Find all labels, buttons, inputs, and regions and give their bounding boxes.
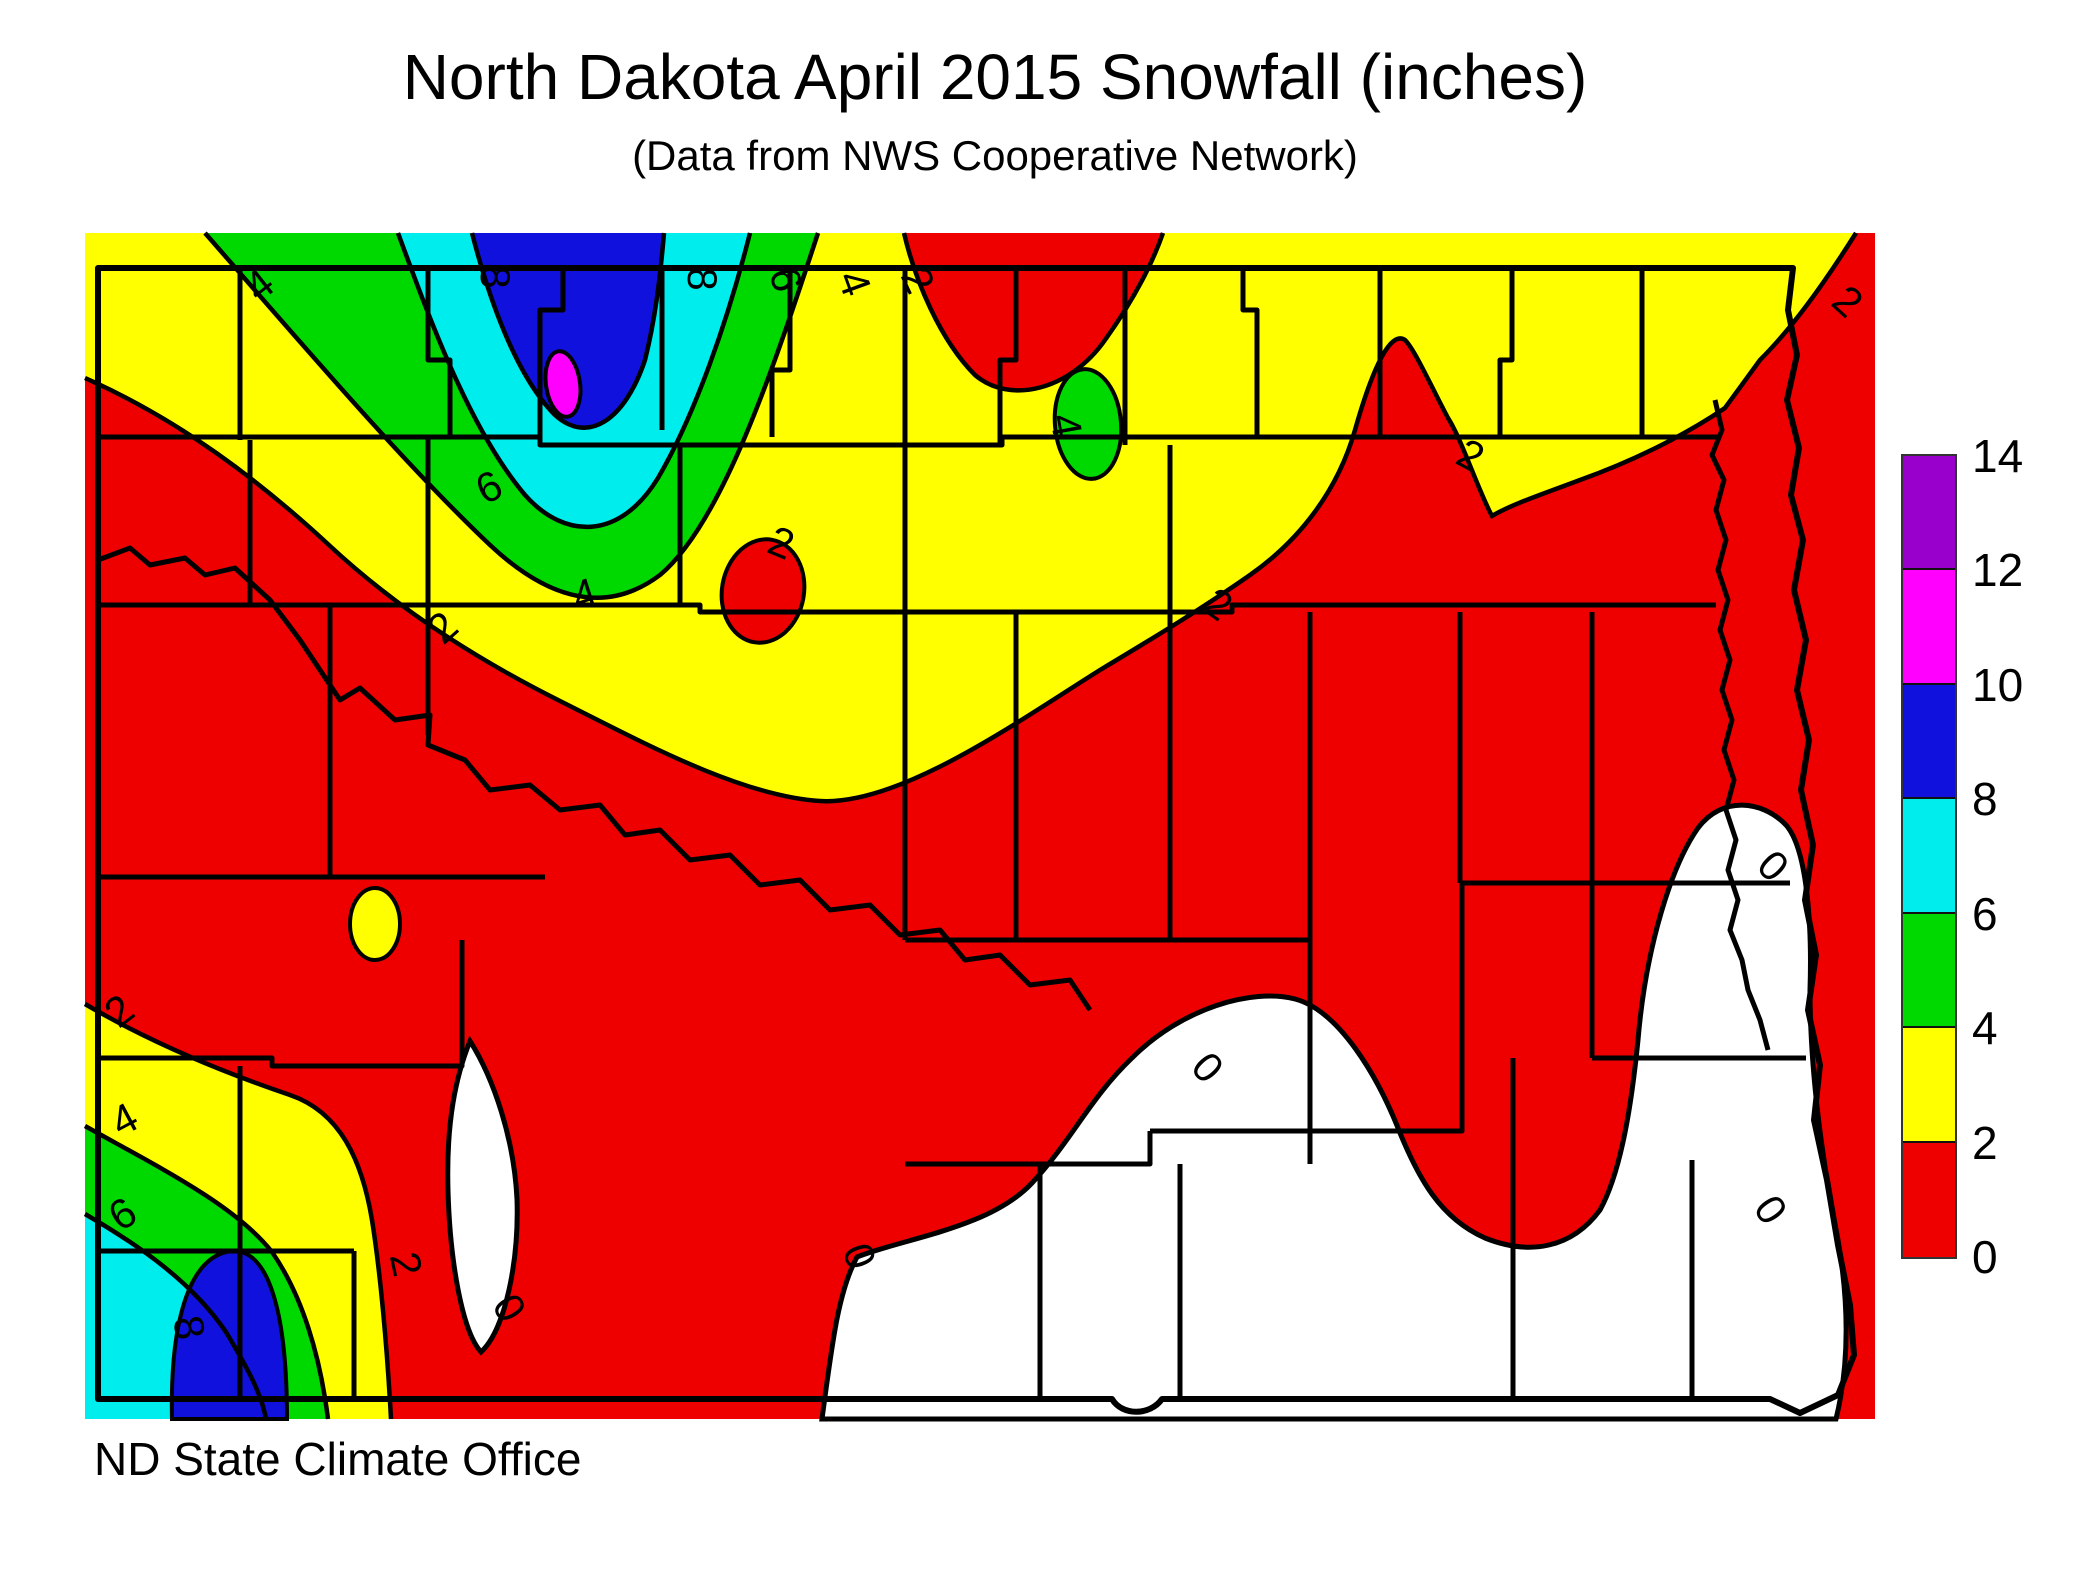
colorbar-tick-8: 8 <box>1972 773 1998 826</box>
colorbar-segment-blue <box>1903 684 1955 800</box>
state-border <box>95 265 1857 1416</box>
county-boundaries <box>95 265 1857 1416</box>
contour-2-top-blob <box>901 232 1166 393</box>
page-subtitle: (Data from NWS Cooperative Network) <box>632 132 1358 179</box>
river-boundary-east <box>1709 399 1771 1051</box>
credit-text: ND State Climate Office <box>94 1433 582 1485</box>
zero-snow-strip <box>445 1035 520 1356</box>
colorbar-segment-green <box>1903 913 1955 1029</box>
colorbar-segment-yellow <box>1903 1028 1955 1143</box>
page-title: North Dakota April 2015 Snowfall (inches… <box>402 41 1588 113</box>
colorbar-segment-purple <box>1903 456 1955 571</box>
contour-label-8: 8 <box>472 265 519 288</box>
colorbar-tick-12: 12 <box>1972 544 2024 597</box>
contour-2-main <box>84 231 1858 804</box>
colorbar-tick-14: 14 <box>1972 430 2024 482</box>
band-0-2-top-blob <box>904 233 1163 391</box>
band-8-10-nw <box>472 233 664 428</box>
colorbar-tick-2: 2 <box>1972 1116 1998 1169</box>
band-10-12-magenta-spot <box>543 349 583 419</box>
band-0-2-spot <box>719 537 807 645</box>
colorbar-segment-cyan <box>1903 799 1955 914</box>
colorbar-segment-red <box>1903 1142 1955 1257</box>
colorbar-tick-4: 4 <box>1972 1002 1998 1055</box>
contour-label-8: 8 <box>679 267 726 290</box>
colorbar-tick-10: 10 <box>1972 658 2024 711</box>
contour-8-nw <box>469 232 667 430</box>
missouri-river-boundary <box>97 545 1093 1012</box>
contour-6-sw <box>83 1212 269 1420</box>
band-4-6-spot <box>1052 367 1124 481</box>
colorbar-segment-magenta <box>1903 570 1955 685</box>
colorbar-tick-6: 6 <box>1972 887 1998 940</box>
colorbar <box>1901 454 1957 1259</box>
colorbar-tick-0: 0 <box>1972 1231 1998 1283</box>
band-2-4-spot-west <box>348 886 402 962</box>
map-header: North Dakota April 2015 Snowfall (inches… <box>0 40 1990 180</box>
contour-4-nw <box>203 231 821 600</box>
